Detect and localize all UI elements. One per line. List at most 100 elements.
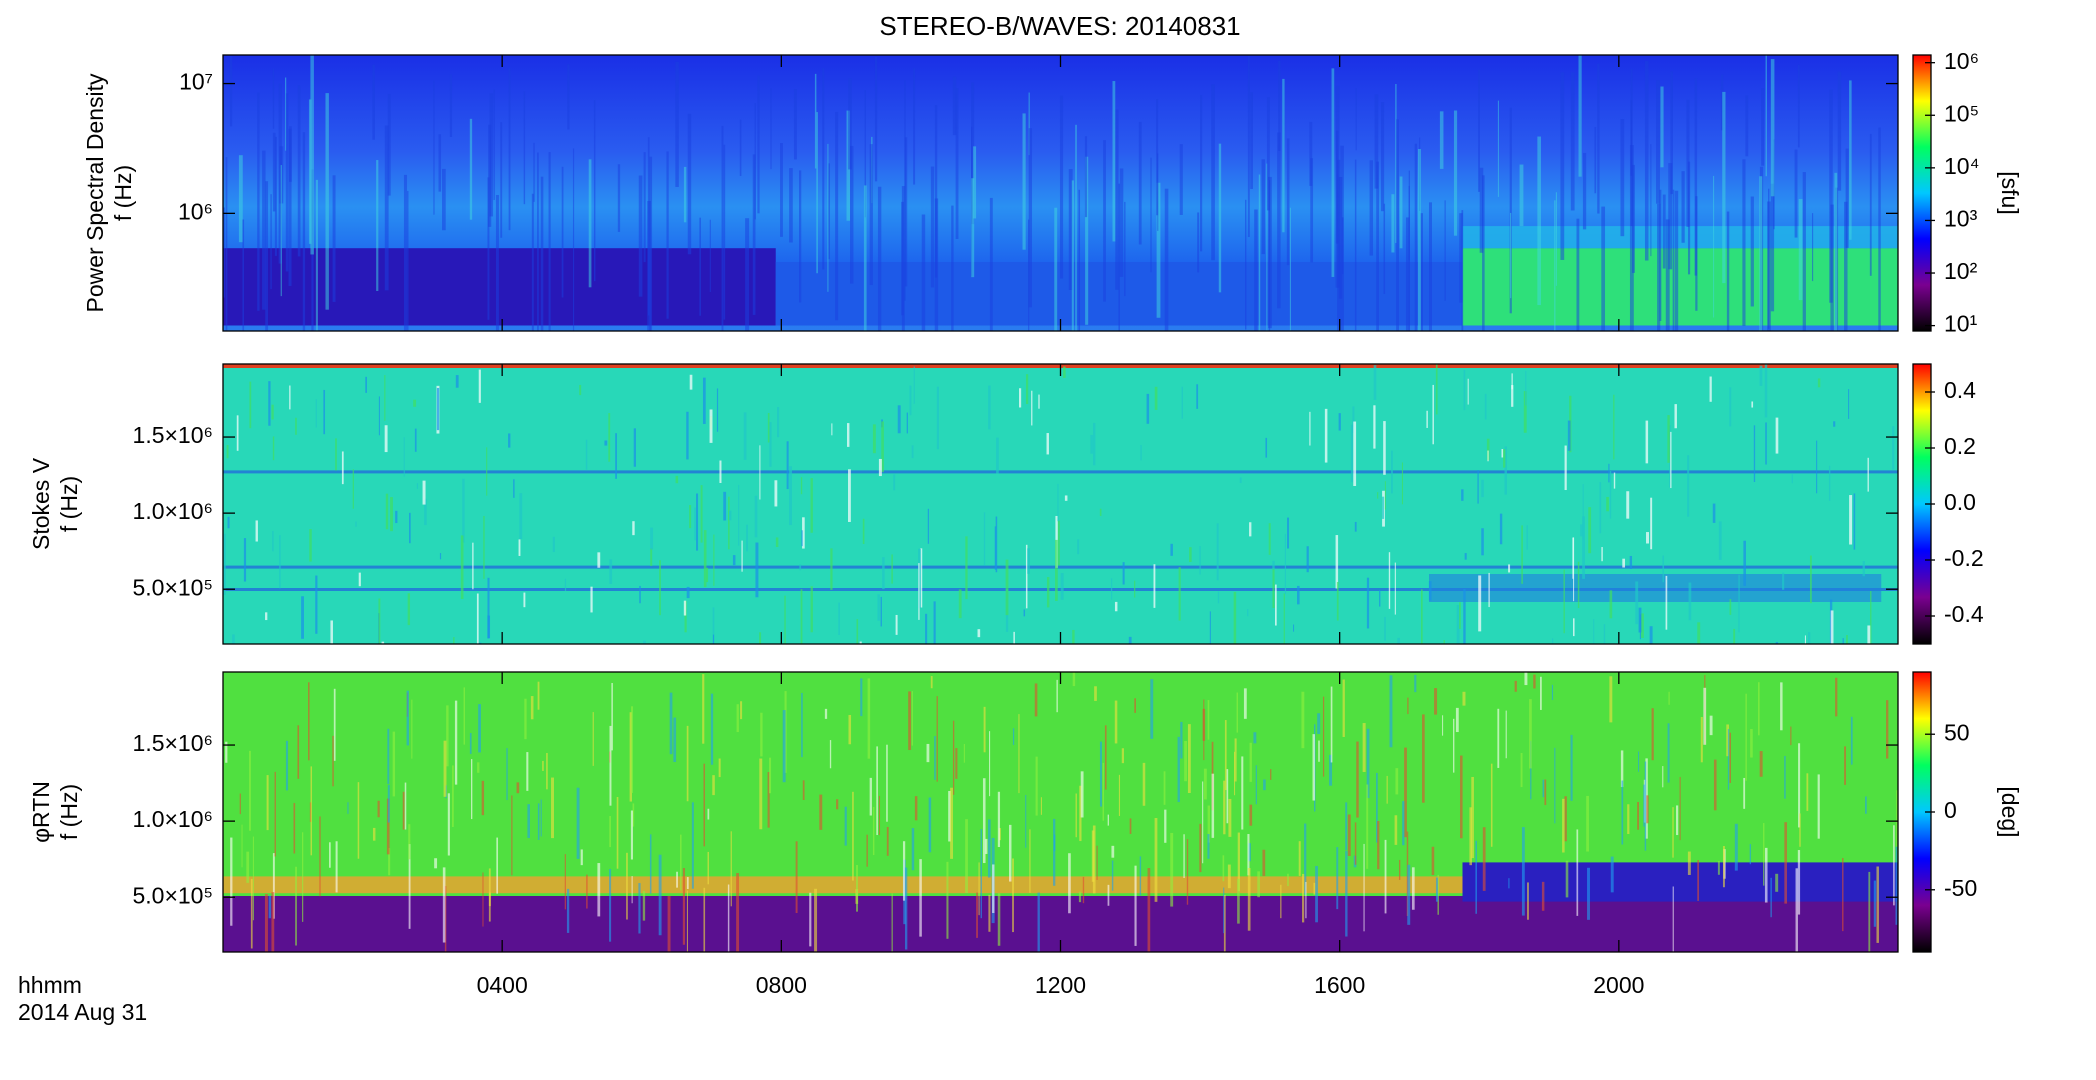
spectrogram-texture <box>1255 765 1257 805</box>
spectrogram-texture <box>407 593 411 626</box>
spectrogram-texture <box>242 219 245 331</box>
spectrogram-texture <box>784 595 786 644</box>
spectrogram-texture <box>1643 784 1645 827</box>
spectrogram-texture <box>1729 732 1732 783</box>
spectrogram-texture <box>1733 628 1736 644</box>
spectrogram-texture <box>1428 202 1432 331</box>
spectrogram-texture <box>1119 168 1124 277</box>
spectrogram-texture <box>272 132 276 212</box>
spectrogram-texture <box>323 389 326 435</box>
spectrogram-texture <box>226 445 229 459</box>
spectrogram-texture <box>936 386 940 450</box>
spectrogram-texture <box>365 376 368 393</box>
spectrogram-texture <box>1799 813 1801 847</box>
spectrogram-texture <box>1405 217 1410 331</box>
spectrogram-texture <box>1297 585 1300 605</box>
spectrogram-texture <box>1150 679 1154 739</box>
spectrogram-texture <box>1134 580 1136 598</box>
spectrogram-texture <box>1646 532 1650 544</box>
spectrogram-texture <box>1399 176 1403 249</box>
spectrogram-texture <box>1376 772 1378 843</box>
spectrogram-texture <box>1407 864 1411 925</box>
spectrogram-texture <box>1187 724 1191 794</box>
spectrogram-texture <box>223 565 1898 569</box>
spectrogram-texture <box>1629 145 1634 331</box>
spectrogram-texture <box>1510 212 1512 299</box>
spectrogram-texture <box>971 178 975 278</box>
spectrogram-texture <box>1421 589 1423 644</box>
spectrogram-texture <box>872 806 875 856</box>
spectrogram-texture <box>989 731 991 797</box>
x-tick-label: 1200 <box>1035 972 1086 998</box>
spectrogram-texture <box>927 508 930 544</box>
spectrogram-texture <box>1129 818 1132 834</box>
spectrogram-texture <box>223 207 225 298</box>
spectrogram-texture <box>1078 189 1081 331</box>
spectrogram-texture <box>297 725 300 779</box>
spectrogram-texture <box>686 586 690 599</box>
colorbar-tick-label: 0.0 <box>1944 489 1976 515</box>
spectrogram-texture <box>330 620 333 644</box>
spectrogram-texture <box>691 802 694 889</box>
spectrogram-texture <box>1462 226 1898 249</box>
spectrogram-texture <box>1035 756 1038 816</box>
y-tick-label: 5.0×10⁵ <box>132 574 213 600</box>
spectrogram-texture <box>572 148 575 331</box>
spectrogram-texture <box>828 163 830 260</box>
spectrogram-texture <box>1460 755 1463 839</box>
spectrogram-texture <box>666 151 669 319</box>
spectrogram-texture <box>683 166 687 223</box>
y-axis-label: Stokes V <box>28 457 54 550</box>
spectrogram-texture <box>1341 217 1344 275</box>
spectrogram-texture <box>309 529 312 562</box>
spectrogram-texture <box>1189 547 1192 562</box>
spectrogram-texture <box>1613 472 1616 489</box>
spectrogram-texture <box>1437 874 1439 915</box>
spectrogram-texture <box>280 165 282 297</box>
spectrogram-texture <box>810 586 813 633</box>
spectrogram-texture <box>1672 189 1675 331</box>
spectrogram-texture <box>1253 732 1257 744</box>
spectrogram-texture <box>1478 575 1482 632</box>
x-tick-label: 0800 <box>756 972 807 998</box>
spectrogram-texture <box>1893 825 1895 906</box>
spectrogram-texture <box>1554 200 1556 331</box>
spectrogram-texture <box>1848 389 1850 419</box>
spectrogram-texture <box>1239 477 1242 484</box>
spectrogram-texture <box>1645 420 1649 464</box>
spectrogram-texture <box>223 470 1898 474</box>
spectrogram-texture <box>1865 796 1867 814</box>
spectrogram-texture <box>1094 686 1097 701</box>
spectrogram-texture <box>1099 741 1103 807</box>
spectrogram-texture <box>906 412 908 434</box>
spectrogram-texture <box>272 530 274 552</box>
spectrogram-texture <box>1521 827 1525 916</box>
spectrogram-texture <box>1641 613 1644 638</box>
spectrogram-texture <box>537 803 540 840</box>
spectrogram-texture <box>1462 862 1898 902</box>
spectrogram-texture <box>911 828 915 871</box>
spectrogram-texture <box>1404 747 1407 838</box>
spectrogram-texture <box>511 795 513 876</box>
spectrogram-texture <box>827 143 829 292</box>
spectrogram-texture <box>1453 110 1458 236</box>
spectrogram-texture <box>754 103 756 220</box>
spectrogram-texture <box>387 784 390 823</box>
spectrogram-texture <box>1388 552 1391 609</box>
spectrogram-texture <box>1665 575 1668 630</box>
spectrogram-texture <box>609 559 613 585</box>
spectrogram-texture <box>1134 865 1137 946</box>
spectrogram-texture <box>409 512 411 544</box>
spectrogram-texture <box>232 634 235 644</box>
spectrogram-texture <box>1749 844 1752 865</box>
spectrogram-texture <box>1770 183 1775 312</box>
spectrogram-texture <box>1207 833 1210 859</box>
spectrogram-texture <box>266 775 269 831</box>
spectrogram-texture <box>689 374 693 390</box>
spectrogram-texture <box>1211 84 1215 261</box>
spectrogram-texture <box>1233 591 1237 644</box>
spectrogram-texture <box>1345 851 1348 937</box>
spectrogram-texture <box>872 424 876 454</box>
colorbar-tick-label: -0.2 <box>1944 545 1984 571</box>
spectrogram-texture <box>703 887 706 952</box>
